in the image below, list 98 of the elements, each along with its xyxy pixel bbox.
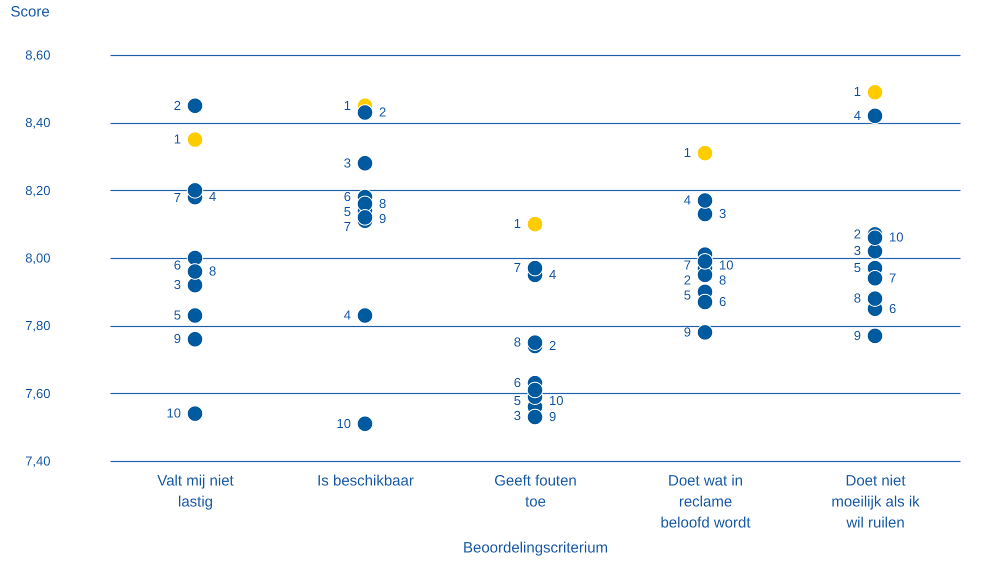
series-label: 4 <box>684 192 691 208</box>
point <box>526 216 544 232</box>
text: 3 <box>514 408 521 423</box>
series-label: 9 <box>174 331 181 346</box>
text: 7 <box>889 270 896 286</box>
text: 5 <box>514 392 521 408</box>
text: 4 <box>344 308 351 323</box>
point <box>526 382 544 398</box>
text: 6 <box>889 300 896 316</box>
point <box>186 307 204 324</box>
x-axis-title: Beoordelingscriterium <box>462 540 608 556</box>
series-label: 6 <box>174 258 181 272</box>
text: 1 <box>854 84 861 100</box>
y-tick-label: 7,40 <box>25 454 50 468</box>
point <box>696 253 714 270</box>
x-tick-label: Doet wat in reclame beloofd wordt <box>660 472 752 532</box>
point <box>866 270 884 287</box>
point <box>356 209 374 226</box>
x-tick-label: Is beschikbaar <box>317 472 414 490</box>
point <box>356 155 374 172</box>
point <box>186 250 204 266</box>
x-tick-label: Valt mij niet lastig <box>157 472 235 510</box>
y-axis-title: Score <box>10 4 50 20</box>
text: 2 <box>549 338 556 353</box>
text: 10 <box>336 416 351 431</box>
series-label: 2 <box>174 98 181 113</box>
point <box>186 330 204 348</box>
text: 4 <box>209 189 216 204</box>
point <box>696 294 714 310</box>
text: 6 <box>514 375 521 390</box>
text: 7 <box>514 260 521 276</box>
text: 7 <box>684 258 691 272</box>
series-label: 3 <box>854 243 861 258</box>
point <box>186 276 204 294</box>
text: 9 <box>684 324 691 340</box>
text: 1 <box>344 98 351 113</box>
point <box>186 405 204 422</box>
point <box>356 196 374 212</box>
y-tick-label: 8,00 <box>25 250 50 266</box>
point <box>186 98 204 114</box>
series-label: 1 <box>684 145 691 160</box>
point <box>696 324 714 341</box>
text: 8 <box>379 196 386 211</box>
y-tick-label: 8,60 <box>25 48 50 62</box>
point <box>356 104 374 121</box>
text: 5 <box>684 288 691 302</box>
text: 8 <box>854 290 861 306</box>
text: 2 <box>854 226 861 242</box>
text: 1 <box>514 216 521 232</box>
series-label: 5 <box>174 308 181 323</box>
text: 2 <box>379 104 386 120</box>
point <box>866 108 884 124</box>
point <box>186 263 204 280</box>
text: 2 <box>684 272 691 288</box>
y-tick-label: 7,80 <box>25 318 50 334</box>
text: 1 <box>174 132 181 147</box>
point <box>696 266 714 284</box>
text: 3 <box>174 277 181 292</box>
point <box>866 243 884 260</box>
point <box>356 307 374 324</box>
y-tick-label: 8,40 <box>25 115 50 130</box>
x-tick-label: Doet niet moeilijk als ik wil ruilen <box>831 472 920 532</box>
point <box>866 290 884 307</box>
text: 10 <box>719 258 734 272</box>
point <box>696 206 714 222</box>
point <box>866 328 884 344</box>
series-label: 8 <box>514 334 521 350</box>
text: 10 <box>889 230 904 245</box>
y-tick-label: 8,20 <box>25 182 50 198</box>
text: 6 <box>719 294 726 309</box>
x-tick-label: Geeft fouten toe <box>494 472 577 510</box>
point <box>526 408 544 426</box>
point <box>526 260 544 276</box>
point <box>696 192 714 209</box>
point <box>186 131 204 148</box>
point <box>356 416 374 432</box>
text: 8 <box>719 272 726 288</box>
text: 3 <box>344 155 351 170</box>
point <box>866 84 884 100</box>
point <box>696 144 714 162</box>
text: 9 <box>854 328 861 343</box>
text: 4 <box>854 108 861 123</box>
point <box>866 229 884 246</box>
text: 10 <box>549 392 564 408</box>
text: 7 <box>344 219 351 234</box>
point <box>186 182 204 199</box>
y-tick-label: 7,60 <box>25 386 50 401</box>
text: 6 <box>344 189 351 204</box>
text: 4 <box>549 266 556 282</box>
text: 3 <box>719 206 726 222</box>
text: 8 <box>209 264 216 279</box>
series-label: 7 <box>174 190 181 205</box>
point <box>526 334 544 351</box>
text: 9 <box>379 210 386 226</box>
series-label: 10 <box>166 406 181 421</box>
text: 9 <box>549 409 556 424</box>
text: 5 <box>854 260 861 276</box>
text: 5 <box>344 204 351 220</box>
